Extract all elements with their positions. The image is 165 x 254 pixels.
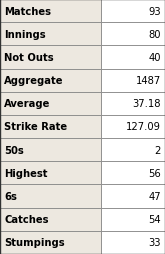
Bar bbox=[0, 23, 101, 46]
Bar bbox=[101, 69, 165, 92]
Text: 54: 54 bbox=[148, 214, 161, 224]
Text: Not Outs: Not Outs bbox=[4, 53, 54, 63]
Text: Highest: Highest bbox=[4, 168, 48, 178]
Text: Matches: Matches bbox=[4, 7, 51, 17]
Text: 127.09: 127.09 bbox=[126, 122, 161, 132]
Text: Catches: Catches bbox=[4, 214, 49, 224]
Bar bbox=[0, 0, 101, 23]
Text: 56: 56 bbox=[148, 168, 161, 178]
Bar bbox=[0, 46, 101, 69]
Text: Aggregate: Aggregate bbox=[4, 76, 64, 86]
Text: 37.18: 37.18 bbox=[132, 99, 161, 109]
Text: 47: 47 bbox=[148, 191, 161, 201]
Bar bbox=[0, 138, 101, 162]
Text: 93: 93 bbox=[148, 7, 161, 17]
Text: 50s: 50s bbox=[4, 145, 24, 155]
Text: 6s: 6s bbox=[4, 191, 17, 201]
Bar bbox=[101, 208, 165, 231]
Bar bbox=[101, 23, 165, 46]
Text: 40: 40 bbox=[148, 53, 161, 63]
Bar bbox=[101, 92, 165, 116]
Bar bbox=[101, 162, 165, 185]
Bar bbox=[101, 0, 165, 23]
Text: Strike Rate: Strike Rate bbox=[4, 122, 67, 132]
Bar bbox=[101, 46, 165, 69]
Text: Average: Average bbox=[4, 99, 50, 109]
Bar bbox=[101, 138, 165, 162]
Bar bbox=[101, 185, 165, 208]
Bar bbox=[0, 69, 101, 92]
Bar bbox=[0, 162, 101, 185]
Bar bbox=[0, 185, 101, 208]
Text: 1487: 1487 bbox=[136, 76, 161, 86]
Text: 80: 80 bbox=[148, 30, 161, 40]
Text: 33: 33 bbox=[148, 237, 161, 247]
Bar bbox=[0, 116, 101, 138]
Bar bbox=[0, 208, 101, 231]
Bar bbox=[101, 116, 165, 138]
Bar bbox=[0, 92, 101, 116]
Text: Innings: Innings bbox=[4, 30, 46, 40]
Bar bbox=[0, 231, 101, 254]
Text: Stumpings: Stumpings bbox=[4, 237, 65, 247]
Bar bbox=[101, 231, 165, 254]
Text: 2: 2 bbox=[154, 145, 161, 155]
